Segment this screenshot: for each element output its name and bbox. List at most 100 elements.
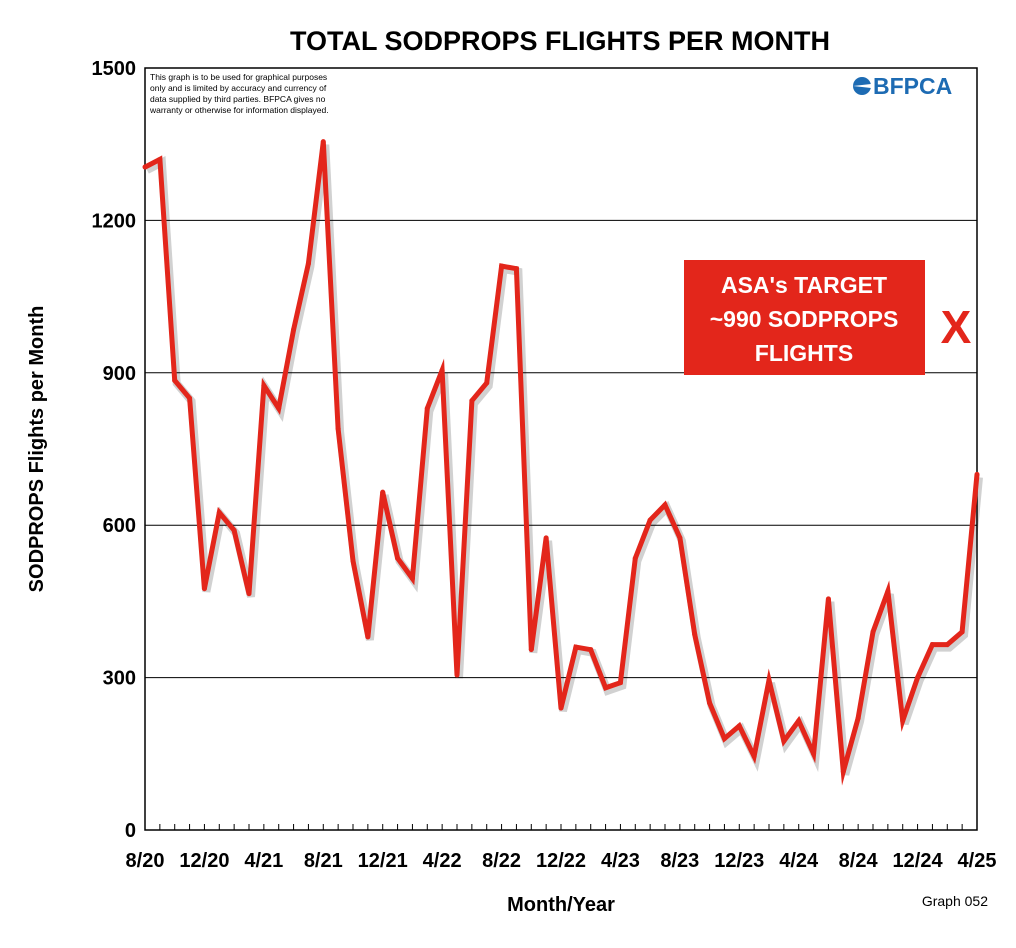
target-line-1: ASA's TARGET xyxy=(721,272,887,298)
data-point-13 xyxy=(335,426,341,432)
x-tick-label-12-20: 12/20 xyxy=(179,850,229,872)
plot-frame xyxy=(144,67,978,831)
data-point-18 xyxy=(409,576,415,582)
data-point-19 xyxy=(424,405,430,411)
data-point-38 xyxy=(707,700,713,706)
chart-title: TOTAL SODPROPS FLIGHTS PER MONTH xyxy=(290,26,830,56)
x-axis-ticks: 8/20 12/20 4/21 8/21 12/21 4/22 8/22 12/22 4/23 8… xyxy=(126,824,997,872)
data-point-36 xyxy=(677,535,683,541)
x-tick-label-8-24: 8/24 xyxy=(839,850,879,872)
data-point-37 xyxy=(692,631,698,637)
data-point-39 xyxy=(721,736,727,742)
data-point-47 xyxy=(840,769,846,775)
data-point-48 xyxy=(855,715,861,721)
x-tick-label-8-21: 8/21 xyxy=(304,850,343,872)
x-tick-label-4-25: 4/25 xyxy=(958,850,997,872)
data-point-35 xyxy=(662,502,668,508)
data-point-46 xyxy=(825,596,831,602)
data-point-32 xyxy=(617,680,623,686)
series-line-shadow xyxy=(145,144,983,776)
data-point-43 xyxy=(781,738,787,744)
data-point-21 xyxy=(454,672,460,678)
x-tick-label-8-22: 8/22 xyxy=(482,850,521,872)
target-box xyxy=(684,260,925,375)
data-point-2 xyxy=(172,377,178,383)
data-point-9 xyxy=(276,405,282,411)
data-point-26 xyxy=(528,647,534,653)
data-point-16 xyxy=(380,489,386,495)
data-point-20 xyxy=(439,367,445,373)
data-point-40 xyxy=(736,723,742,729)
data-point-56 xyxy=(974,471,980,477)
data-point-3 xyxy=(187,395,193,401)
data-point-30 xyxy=(588,647,594,653)
disclaimer-line-1: This graph is to be used for graphical p… xyxy=(150,72,327,82)
data-point-1 xyxy=(157,156,163,162)
data-point-52 xyxy=(915,675,921,681)
x-tick-label-8-23: 8/23 xyxy=(660,850,699,872)
data-point-34 xyxy=(647,517,653,523)
data-point-42 xyxy=(766,677,772,683)
data-point-33 xyxy=(632,555,638,561)
data-point-17 xyxy=(395,555,401,561)
data-point-11 xyxy=(305,261,311,267)
x-axis-label: Month/Year xyxy=(507,894,615,916)
x-tick-label-8-20: 8/20 xyxy=(126,850,165,872)
disclaimer: This graph is to be used for graphical p… xyxy=(149,72,329,115)
disclaimer-line-2: only and is limited by accuracy and curr… xyxy=(150,83,327,93)
target-annotation: ASA's TARGET ~990 SODPROPS FLIGHTS X xyxy=(684,260,972,375)
y-tick-label-1200: 1200 xyxy=(92,210,137,232)
y-axis-label: SODPROPS Flights per Month xyxy=(26,306,48,593)
series-line-group xyxy=(142,139,983,786)
data-point-50 xyxy=(885,588,891,594)
bfpca-logo: BFPCA xyxy=(853,73,952,99)
data-point-25 xyxy=(513,266,519,272)
x-tick-label-12-23: 12/23 xyxy=(714,850,764,872)
plane-wing-icon xyxy=(853,84,871,88)
data-point-24 xyxy=(499,263,505,269)
target-line-3: FLIGHTS xyxy=(755,340,853,366)
data-point-23 xyxy=(484,380,490,386)
y-tick-label-0: 0 xyxy=(125,820,136,842)
data-point-45 xyxy=(811,751,817,757)
data-point-22 xyxy=(469,398,475,404)
x-tick-label-4-22: 4/22 xyxy=(423,850,462,872)
y-tick-label-600: 600 xyxy=(103,515,136,537)
x-tick-label-12-24: 12/24 xyxy=(893,850,944,872)
data-point-55 xyxy=(959,629,965,635)
data-point-10 xyxy=(291,327,297,333)
y-tick-label-300: 300 xyxy=(103,668,136,690)
data-point-28 xyxy=(558,705,564,711)
logo-text: BFPCA xyxy=(873,73,952,99)
x-tick-label-4-24: 4/24 xyxy=(779,850,819,872)
data-point-7 xyxy=(246,591,252,597)
data-point-54 xyxy=(944,642,950,648)
data-point-0 xyxy=(142,164,148,170)
data-point-29 xyxy=(573,644,579,650)
data-point-27 xyxy=(543,535,549,541)
graph-number: Graph 052 xyxy=(922,893,988,909)
x-tick-label-4-21: 4/21 xyxy=(244,850,283,872)
data-point-41 xyxy=(751,753,757,759)
x-tick-label-4-23: 4/23 xyxy=(601,850,640,872)
disclaimer-line-4: warranty or otherwise for information di… xyxy=(149,105,329,115)
target-line-2: ~990 SODPROPS xyxy=(710,306,899,332)
data-point-15 xyxy=(365,634,371,640)
y-tick-label-1500: 1500 xyxy=(92,58,137,80)
data-point-6 xyxy=(231,527,237,533)
data-point-4 xyxy=(201,586,207,592)
x-tick-label-12-21: 12/21 xyxy=(358,850,408,872)
data-point-31 xyxy=(603,685,609,691)
data-point-51 xyxy=(900,718,906,724)
disclaimer-line-3: data supplied by third parties. BFPCA gi… xyxy=(150,94,326,104)
data-point-14 xyxy=(350,558,356,564)
data-point-53 xyxy=(929,642,935,648)
data-point-49 xyxy=(870,629,876,635)
y-tick-label-900: 900 xyxy=(103,363,136,385)
data-point-8 xyxy=(261,383,267,388)
target-x-mark: X xyxy=(941,301,972,353)
data-point-44 xyxy=(796,718,802,724)
y-axis-ticks: 0 300 600 900 1200 1500 xyxy=(92,58,137,842)
x-tick-label-12-22: 12/22 xyxy=(536,850,586,872)
